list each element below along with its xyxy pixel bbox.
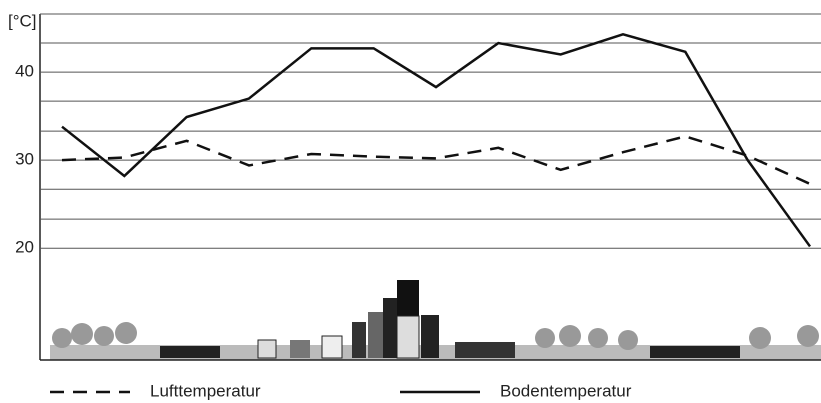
legend-label: Lufttemperatur bbox=[150, 381, 261, 400]
chart: [°C] 20 30 40 Lufttemperatur Bodentemperatur bbox=[0, 0, 821, 403]
building bbox=[455, 342, 515, 358]
y-tick-label: 30 bbox=[15, 150, 34, 169]
tree bbox=[559, 325, 581, 347]
building bbox=[383, 298, 397, 358]
tree bbox=[588, 328, 608, 348]
building bbox=[397, 316, 419, 358]
tree bbox=[71, 323, 93, 345]
tree bbox=[535, 328, 555, 348]
tree bbox=[749, 327, 771, 349]
building bbox=[160, 346, 220, 358]
tree bbox=[115, 322, 137, 344]
y-axis-label: [°C] bbox=[8, 11, 37, 30]
y-tick-label: 20 bbox=[15, 238, 34, 257]
page: [°C] 20 30 40 Lufttemperatur Bodentemperatur… bbox=[0, 0, 821, 403]
tree bbox=[52, 328, 72, 348]
building bbox=[352, 322, 366, 358]
tree bbox=[797, 325, 819, 347]
tree bbox=[618, 330, 638, 350]
building bbox=[650, 346, 740, 358]
y-tick-label: 40 bbox=[15, 62, 34, 81]
building bbox=[421, 315, 439, 358]
building bbox=[290, 340, 310, 358]
building bbox=[258, 340, 276, 358]
tree bbox=[94, 326, 114, 346]
legend-label: Bodentemperatur bbox=[500, 381, 632, 400]
building bbox=[322, 336, 342, 358]
cityscape bbox=[50, 280, 821, 360]
